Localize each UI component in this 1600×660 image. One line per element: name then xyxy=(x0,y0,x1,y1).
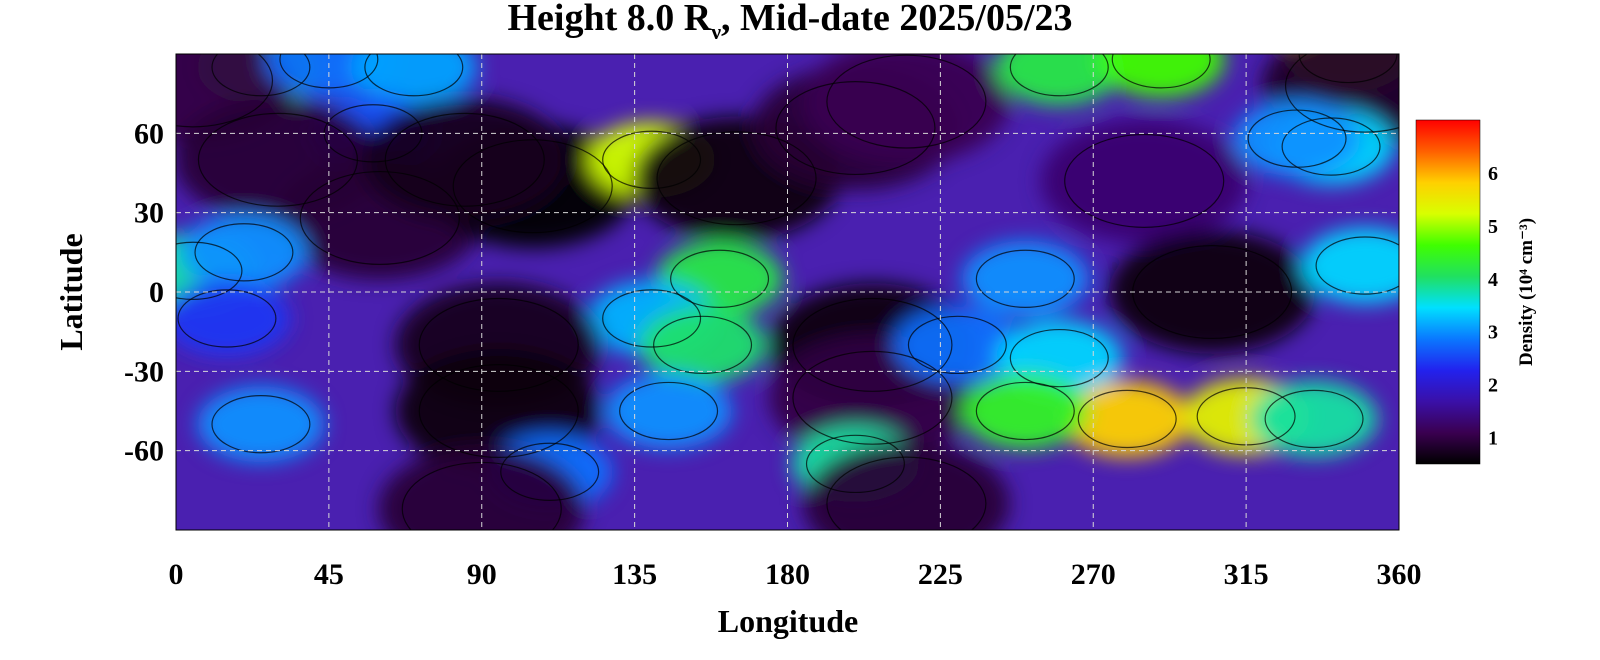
density-feature xyxy=(1301,227,1399,304)
y-tick-label: 30 xyxy=(134,197,164,230)
density-feature xyxy=(803,441,1010,530)
contour-line xyxy=(211,54,311,97)
contour-line xyxy=(805,434,905,494)
contour-line xyxy=(384,112,545,207)
contour-line xyxy=(907,315,1007,375)
x-tick-label: 315 xyxy=(1224,558,1269,591)
contour-line xyxy=(197,112,359,207)
contour-line xyxy=(418,297,579,392)
contour-line xyxy=(452,139,613,234)
contour-line xyxy=(653,315,753,375)
density-feature xyxy=(961,372,1089,450)
chart-title: Height 8.0 Rν, Mid-date 2025/05/23 xyxy=(507,0,1072,44)
x-tick-label: 180 xyxy=(765,558,810,591)
chart-title-prefix: Height 8.0 R xyxy=(507,0,711,39)
density-feature xyxy=(180,214,308,291)
contour-line xyxy=(670,249,770,308)
density-feature xyxy=(1250,380,1378,458)
density-features xyxy=(176,54,1399,530)
density-feature xyxy=(803,54,1010,164)
plot-frame xyxy=(175,53,1400,531)
contour-line xyxy=(500,442,600,501)
colorbar-tick-label: 1 xyxy=(1488,428,1498,450)
contour-line xyxy=(775,81,936,176)
x-tick-label: 0 xyxy=(169,558,184,591)
density-feature xyxy=(361,97,569,222)
contour-line xyxy=(602,130,702,189)
contour-line xyxy=(975,381,1075,441)
x-tick-label: 225 xyxy=(918,558,963,591)
density-feature xyxy=(1040,119,1248,243)
contour-line xyxy=(177,289,277,348)
density-feature xyxy=(1233,100,1361,177)
contour-lines xyxy=(176,54,1399,530)
colorbar-tick-label: 5 xyxy=(1488,216,1498,238)
contour-line xyxy=(418,363,579,459)
contour-line xyxy=(194,223,294,282)
contour-line xyxy=(279,54,379,89)
density-feature xyxy=(605,372,733,450)
contour-line xyxy=(826,456,987,530)
y-tick-label: 60 xyxy=(134,117,164,150)
contour-line xyxy=(792,350,953,445)
density-feature xyxy=(350,54,478,106)
density-feature xyxy=(638,306,767,383)
contour-line xyxy=(975,249,1075,308)
contour-line xyxy=(1077,389,1177,449)
x-axis-label: Longitude xyxy=(718,603,858,639)
density-feature xyxy=(961,240,1089,317)
x-tick-label: 45 xyxy=(314,558,344,591)
y-tick-label: 0 xyxy=(149,276,164,309)
x-tick-label: 270 xyxy=(1071,558,1116,591)
density-feature xyxy=(1063,380,1191,458)
density-feature xyxy=(995,54,1123,106)
y-tick-label: -30 xyxy=(124,355,164,388)
y-axis-tick-labels: 60 30 0 -30 -60 xyxy=(124,117,164,467)
contour-line xyxy=(1315,236,1399,295)
contour-line xyxy=(1284,54,1399,133)
x-tick-label: 90 xyxy=(467,558,497,591)
chart-title-suffix: , Mid-date 2025/05/23 xyxy=(721,0,1072,39)
colorbar: 1 2 3 4 5 6 Density (10⁴ cm⁻³) xyxy=(1415,119,1537,465)
colorbar-tick-label: 2 xyxy=(1488,375,1498,397)
x-axis-tick-labels: 0 45 90 135 180 225 270 315 360 xyxy=(169,558,1422,591)
contour-line xyxy=(1009,328,1109,388)
contour-line xyxy=(602,289,702,348)
x-tick-label: 360 xyxy=(1377,558,1422,591)
density-feature xyxy=(1097,54,1225,98)
contour-line xyxy=(364,54,464,97)
contour-line xyxy=(176,54,274,128)
contour-line xyxy=(656,131,817,226)
contour-line xyxy=(1264,389,1364,449)
y-tick-label: -60 xyxy=(124,435,164,468)
contour-line xyxy=(1064,133,1225,228)
contour-line xyxy=(1247,109,1347,168)
colorbar-scale xyxy=(1415,119,1481,465)
density-feature xyxy=(893,306,1021,383)
y-axis-label: Latitude xyxy=(53,233,89,350)
chart-title-subscript: ν xyxy=(710,19,721,44)
contour-line xyxy=(619,381,719,441)
contour-line xyxy=(211,395,311,454)
colorbar-tick-label: 4 xyxy=(1488,269,1498,291)
contour-line xyxy=(299,170,460,265)
x-tick-label: 135 xyxy=(612,558,657,591)
contour-line xyxy=(792,297,953,392)
contour-line xyxy=(826,54,987,149)
contour-line xyxy=(1111,54,1211,89)
colorbar-label: Density (10⁴ cm⁻³) xyxy=(1516,218,1537,366)
colorbar-tick-label: 3 xyxy=(1488,322,1498,344)
density-feature xyxy=(197,386,325,463)
colorbar-tick-label: 6 xyxy=(1488,163,1498,185)
grid-lines xyxy=(176,54,1399,530)
density-feature xyxy=(176,280,291,357)
contour-line xyxy=(1009,54,1109,97)
contour-line xyxy=(1298,54,1398,84)
plot-area xyxy=(176,54,1399,530)
contour-line xyxy=(176,241,243,300)
colorbar-tick-labels: 1 2 3 4 5 6 xyxy=(1488,163,1498,450)
